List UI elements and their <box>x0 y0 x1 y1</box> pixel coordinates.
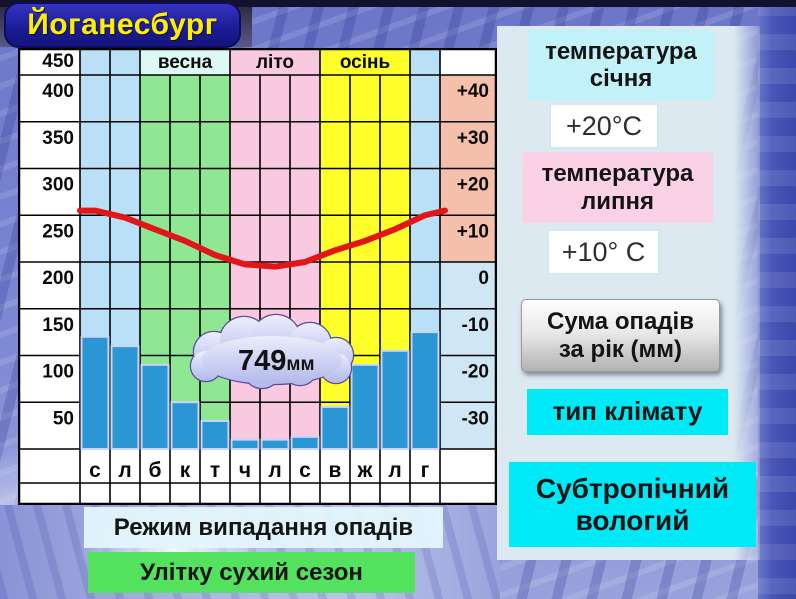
precip-bar <box>110 345 140 450</box>
precip-bar <box>260 438 290 450</box>
precip-regime-box[interactable]: Режим випадання опадів <box>84 507 443 548</box>
precip-bar <box>290 435 320 451</box>
top-edge-strip <box>0 0 796 7</box>
temp-july-label-box[interactable]: температура липня <box>522 152 713 223</box>
month-label: ч <box>239 459 251 482</box>
temp-january-label: температура січня <box>545 37 697 92</box>
climate-type-value: Субтропічний вологий <box>535 472 730 536</box>
month-label: л <box>268 459 281 482</box>
precip-bar <box>320 405 350 450</box>
precip-bar <box>200 419 230 451</box>
cloud-value-text: 749мм <box>238 345 315 377</box>
precip-axis-label: 50 <box>53 408 74 429</box>
precip-sum-label-line1: Сума опадів <box>547 308 694 336</box>
climograph-svg: 450 400 350 300 250 200 150 100 50 +40 +30 +20 +10 0 -… <box>17 47 498 506</box>
month-label: г <box>421 459 430 482</box>
climate-type-button[interactable]: тип клімату <box>527 389 728 435</box>
precip-bar <box>80 335 110 450</box>
precip-axis-label: 100 <box>42 362 74 383</box>
temp-axis-label: -30 <box>462 408 489 429</box>
dry-season-answer-box: Улітку сухий сезон <box>88 552 415 593</box>
season-label: весна <box>158 52 213 73</box>
month-label: б <box>149 459 162 482</box>
month-label: л <box>388 459 401 482</box>
season-label: літо <box>256 52 294 73</box>
precip-axis-label: 450 <box>42 51 74 72</box>
month-label: с <box>89 459 101 482</box>
dry-season-value: Улітку сухий сезон <box>140 558 363 586</box>
precip-bar <box>140 363 170 451</box>
temp-axis-label: -20 <box>462 362 489 383</box>
month-label: т <box>210 459 220 482</box>
temperature-line <box>77 207 448 270</box>
month-label: ж <box>357 459 374 482</box>
right-map-column <box>758 0 796 599</box>
season-label: осінь <box>340 52 390 73</box>
precip-bars <box>80 331 440 451</box>
precip-axis-label: 350 <box>42 128 74 149</box>
temp-january-value: +20°C <box>565 110 643 141</box>
axis-labels: 450 400 350 300 250 200 150 100 50 +40 +30 +20 +10 0 -… <box>42 51 489 482</box>
temp-axis-label: +30 <box>457 128 489 149</box>
precip-axis-label: 150 <box>42 315 74 336</box>
month-label: в <box>329 459 342 482</box>
precip-bar <box>410 331 440 450</box>
precip-bar <box>170 401 200 450</box>
annual-precip-cloud: 749мм <box>189 313 355 390</box>
chart-border <box>17 47 498 506</box>
temp-january-label-box[interactable]: температура січня <box>528 30 714 100</box>
temp-july-label: температура липня <box>541 160 694 215</box>
temp-axis-label: +40 <box>457 81 489 102</box>
climate-type-label: тип клімату <box>552 396 703 427</box>
precip-regime-label: Режим випадання опадів <box>113 513 414 541</box>
temp-axis-label: -10 <box>462 315 489 336</box>
temp-axis-label: +10 <box>457 221 489 242</box>
precip-axis-label: 400 <box>42 81 74 102</box>
temp-january-value-box: +20°C <box>549 103 659 149</box>
climate-type-answer-box: Субтропічний вологий <box>509 462 756 547</box>
month-label: с <box>299 459 311 482</box>
temp-axis-label: 0 <box>478 268 489 289</box>
precip-sum-label-line2: за рік (мм) <box>558 335 683 363</box>
precip-bar <box>350 363 380 451</box>
city-title: Йоганесбург <box>27 8 218 41</box>
precip-axis-label: 250 <box>42 221 74 242</box>
precip-bar <box>230 438 260 450</box>
temp-axis-label: +20 <box>457 175 489 196</box>
precip-axis-label: 300 <box>42 175 74 196</box>
city-title-badge: Йоганесбург <box>4 2 241 48</box>
temp-july-value: +10° C <box>561 236 646 267</box>
precip-sum-button[interactable]: Сума опадів за рік (мм) <box>521 299 720 372</box>
climograph-chart: 450 400 350 300 250 200 150 100 50 +40 +30 +20 +10 0 -… <box>17 47 498 506</box>
temp-july-value-box: +10° C <box>547 229 660 275</box>
precip-axis-label: 200 <box>42 268 74 289</box>
chart-grid <box>18 48 497 505</box>
precip-bar <box>380 349 410 451</box>
month-label: л <box>118 459 131 482</box>
month-label: к <box>180 459 191 482</box>
